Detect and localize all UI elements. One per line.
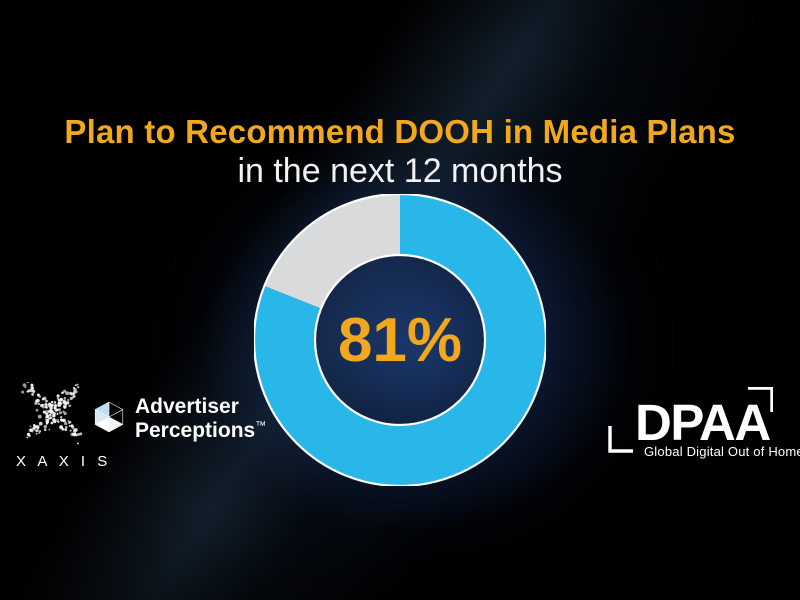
svg-text:DPAA: DPAA [635, 394, 770, 451]
